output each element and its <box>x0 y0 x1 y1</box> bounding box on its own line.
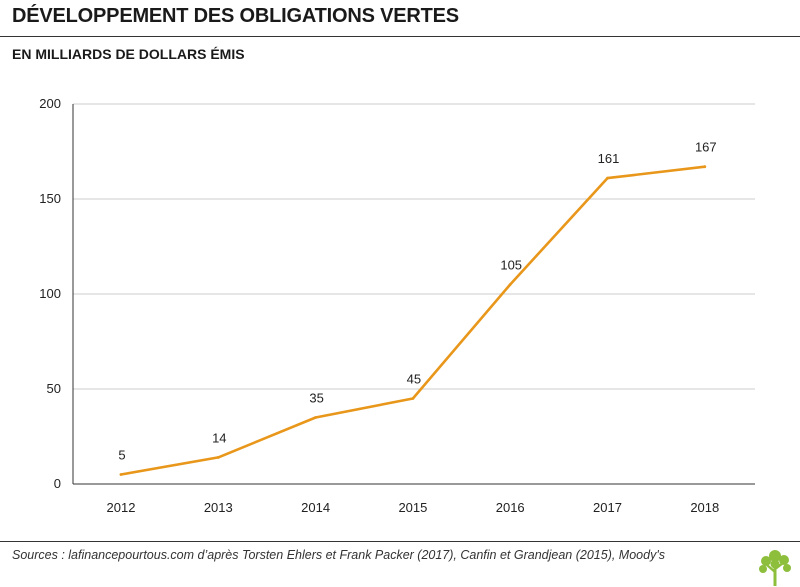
y-tick-label: 150 <box>39 191 61 206</box>
data-label: 167 <box>695 140 717 155</box>
logo-leaf <box>770 559 780 569</box>
chart-subtitle: EN MILLIARDS DE DOLLARS ÉMIS <box>12 46 245 62</box>
x-tick-label: 2012 <box>107 500 136 515</box>
data-label: 35 <box>309 391 323 406</box>
data-label: 105 <box>500 258 522 273</box>
title-rule <box>0 36 800 37</box>
data-point <box>508 283 512 286</box>
x-tick-label: 2013 <box>204 500 233 515</box>
data-point <box>216 456 220 459</box>
logo-leaf <box>759 565 767 573</box>
data-point <box>606 176 609 180</box>
source-note: Sources : lafinancepourtous.com d’après … <box>12 548 665 562</box>
x-tick-label: 2014 <box>301 500 330 515</box>
data-label: 5 <box>118 448 125 463</box>
data-label: 45 <box>407 372 421 387</box>
y-tick-label: 200 <box>39 96 61 111</box>
y-tick-label: 50 <box>47 381 61 396</box>
x-tick-label: 2017 <box>593 500 622 515</box>
tree-logo-icon <box>759 550 791 586</box>
line-chart: 0 50 100 150 200 2012 2013 2014 2015 2016 2017 2018… <box>39 96 755 515</box>
chart-title: DÉVELOPPEMENT DES OBLIGATIONS VERTES <box>12 5 459 27</box>
logo-leaf <box>769 550 781 562</box>
logo-leaf <box>779 555 789 565</box>
y-tick-label: 0 <box>54 476 61 491</box>
x-tick-label: 2015 <box>398 500 427 515</box>
data-point <box>703 165 707 169</box>
y-tick-label: 100 <box>39 286 61 301</box>
logo-leaf <box>761 556 771 566</box>
series-line <box>119 165 707 476</box>
x-tick-label: 2016 <box>496 500 525 515</box>
data-point <box>411 397 415 400</box>
logo-trunk <box>773 567 777 586</box>
logo-leaf <box>783 564 791 572</box>
data-point <box>314 416 317 419</box>
x-tick-label: 2018 <box>690 500 719 515</box>
source-rule <box>0 541 800 542</box>
data-point <box>119 473 123 476</box>
data-label: 161 <box>598 151 620 166</box>
data-label: 14 <box>212 430 226 445</box>
